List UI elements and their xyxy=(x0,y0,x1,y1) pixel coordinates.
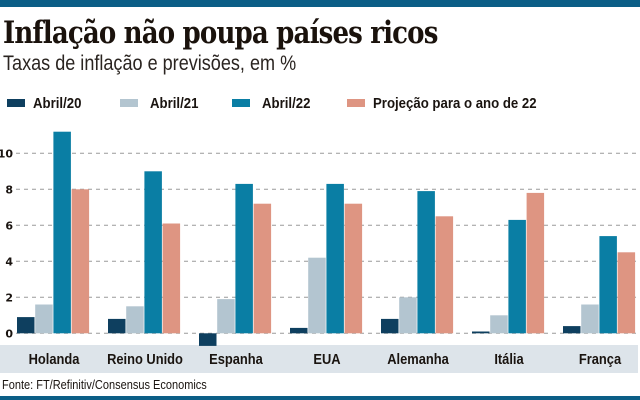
legend-swatch xyxy=(120,99,138,107)
bar xyxy=(526,192,545,334)
legend-item-projecao-22: Projeção para o ano de 22 xyxy=(347,93,559,113)
bar xyxy=(326,183,344,334)
x-tick-label: Espanha xyxy=(209,350,263,367)
bar-chart: 0 2 4 6 8 10 Holanda Reino Unido Espanha EUA Alem… xyxy=(0,131,640,367)
x-tick-label: França xyxy=(579,350,621,367)
y-tick-label: 4 xyxy=(5,255,13,268)
bar xyxy=(253,203,272,334)
legend-swatch xyxy=(7,99,25,107)
y-tick-label: 0 xyxy=(5,327,13,340)
x-axis-labels: Holanda Reino Unido Espanha EUA Alemanha Itál… xyxy=(29,350,622,367)
bars xyxy=(17,131,636,346)
y-axis-ticks: 0 2 4 6 8 10 xyxy=(0,147,13,340)
bar xyxy=(617,252,636,334)
x-tick-label: Itália xyxy=(494,350,524,367)
top-brand-bar xyxy=(0,0,640,7)
bar xyxy=(126,306,144,334)
bar-group xyxy=(563,236,636,334)
bar xyxy=(472,331,490,334)
bar xyxy=(71,189,90,334)
legend-item-abril-22: Abril/22 xyxy=(232,93,317,113)
bar-group xyxy=(290,183,363,334)
chart-legend: Abril/20 Abril/21 Abril/22 Projeção para… xyxy=(0,93,640,113)
bar xyxy=(217,299,235,334)
category-axis-band xyxy=(0,345,638,373)
x-tick-label: Holanda xyxy=(29,350,80,367)
bar-group xyxy=(108,171,181,334)
bar xyxy=(563,326,581,334)
bar xyxy=(508,219,526,334)
x-tick-label: EUA xyxy=(313,350,340,367)
bar xyxy=(381,318,399,334)
bar xyxy=(235,183,253,334)
y-tick-label: 6 xyxy=(5,219,13,232)
legend-label: Abril/22 xyxy=(262,94,311,112)
bar xyxy=(581,304,599,334)
bar xyxy=(490,315,508,334)
bar xyxy=(17,317,35,334)
bar-group xyxy=(199,183,272,346)
bar xyxy=(144,171,162,334)
y-tick-label: 8 xyxy=(5,183,13,196)
legend-label: Projeção para o ano de 22 xyxy=(373,94,537,112)
x-tick-label: Reino Unido xyxy=(107,350,183,367)
bar xyxy=(35,304,53,334)
y-tick-label: 2 xyxy=(5,291,13,304)
bar xyxy=(399,297,417,334)
bar xyxy=(162,223,181,334)
x-tick-label: Alemanha xyxy=(387,350,449,367)
bar-group xyxy=(381,191,454,334)
bar xyxy=(290,327,308,334)
source-note: Fonte: FT/Refinitiv/Consensus Economics xyxy=(2,378,207,392)
bar xyxy=(108,318,126,334)
legend-item-abril-20: Abril/20 xyxy=(7,93,88,113)
bar xyxy=(417,191,435,334)
legend-label: Abril/21 xyxy=(150,94,199,112)
bar xyxy=(435,216,454,334)
bar xyxy=(53,131,71,334)
bar-group xyxy=(472,192,545,334)
bar xyxy=(308,257,326,334)
bottom-brand-bar xyxy=(0,396,640,400)
legend-swatch xyxy=(232,99,250,107)
legend-item-abril-21: Abril/21 xyxy=(120,93,205,113)
chart-title: Inflação não poupa países ricos xyxy=(3,15,438,51)
legend-swatch xyxy=(347,99,365,107)
bar xyxy=(599,236,617,334)
bar-group xyxy=(17,131,90,334)
bar xyxy=(199,333,217,346)
legend-label: Abril/20 xyxy=(33,94,82,112)
y-tick-label: 10 xyxy=(0,147,13,160)
bar xyxy=(344,203,363,334)
chart-subtitle: Taxas de inflação e previsões, em % xyxy=(3,52,297,75)
